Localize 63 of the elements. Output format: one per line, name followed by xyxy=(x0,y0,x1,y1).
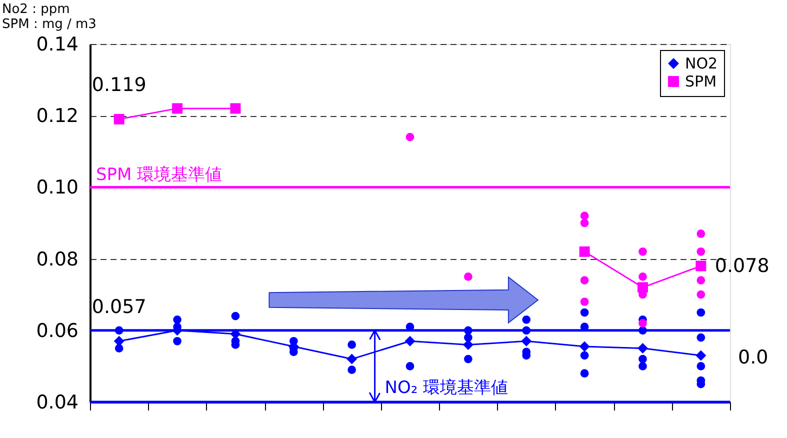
point xyxy=(114,326,124,335)
point xyxy=(638,247,647,256)
point xyxy=(580,298,589,306)
point xyxy=(348,340,356,349)
point xyxy=(696,230,706,238)
point xyxy=(580,308,589,317)
y-axis-title: No2 : ppm SPM : mg / m3 xyxy=(2,2,96,32)
point xyxy=(230,103,241,114)
point xyxy=(404,336,416,346)
point xyxy=(114,114,124,124)
point xyxy=(696,308,706,317)
point xyxy=(696,333,706,342)
legend-label: NO2 xyxy=(685,54,718,72)
point xyxy=(638,272,647,281)
point xyxy=(637,282,648,293)
point xyxy=(579,341,590,352)
y-tick-label: 0.12 xyxy=(36,105,78,128)
point xyxy=(638,362,647,370)
point xyxy=(348,366,356,374)
point xyxy=(173,315,182,324)
point xyxy=(172,103,183,114)
point xyxy=(464,326,472,335)
point xyxy=(114,336,124,346)
point xyxy=(231,312,240,320)
point xyxy=(696,362,706,370)
y-tick-label: 0.04 xyxy=(36,392,78,414)
y-tick-label: 0.08 xyxy=(36,248,78,270)
point xyxy=(638,354,647,364)
point xyxy=(696,247,706,256)
point xyxy=(173,336,182,346)
point xyxy=(696,260,706,272)
point xyxy=(580,218,589,228)
legend-label: SPM xyxy=(685,72,717,90)
point xyxy=(580,369,589,378)
y-tick-label: 0.10 xyxy=(36,176,78,199)
ref-line-label: NO₂ 環境基準値 xyxy=(384,378,508,398)
point xyxy=(406,132,414,142)
data-label: 0.057 xyxy=(92,296,146,318)
point xyxy=(638,326,647,335)
point xyxy=(696,350,706,361)
point xyxy=(346,354,358,364)
ref-line-label: SPM 環境基準値 xyxy=(96,165,222,186)
text: 0.0 xyxy=(738,346,768,368)
point xyxy=(579,246,590,257)
point xyxy=(464,333,472,342)
y-tick-label: 0.06 xyxy=(36,320,78,342)
point xyxy=(521,336,532,346)
point xyxy=(696,290,706,299)
point xyxy=(406,362,414,370)
point xyxy=(464,272,472,281)
point xyxy=(638,319,647,328)
point xyxy=(464,354,472,364)
point xyxy=(580,351,589,360)
data-label: 0.078 xyxy=(714,254,770,277)
point xyxy=(637,343,648,354)
point xyxy=(696,276,706,284)
y-tick-label: 0.14 xyxy=(36,34,78,56)
point xyxy=(522,315,531,324)
point xyxy=(522,326,531,335)
point xyxy=(580,276,589,284)
data-label: 0.119 xyxy=(92,74,146,96)
point xyxy=(580,212,589,220)
point xyxy=(114,344,124,352)
